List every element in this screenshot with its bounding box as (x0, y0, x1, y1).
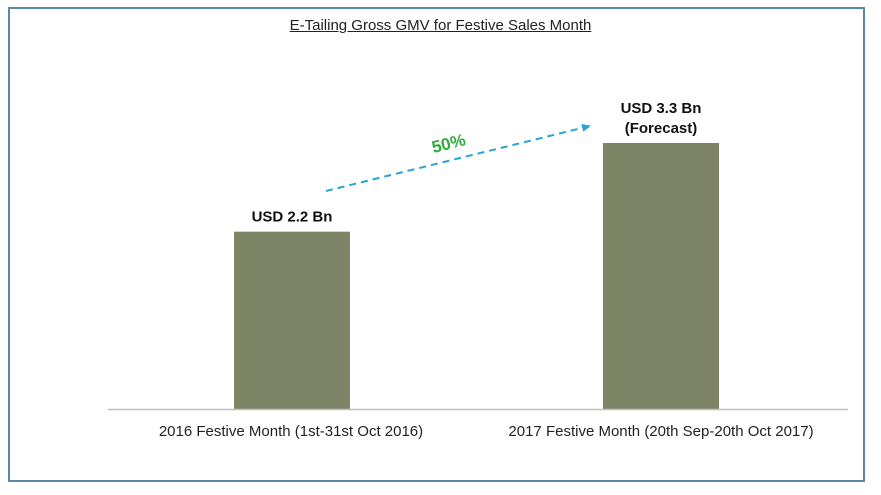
data-label: (Forecast) (625, 120, 698, 137)
growth-annotation: 50% (430, 130, 468, 157)
chart-frame (8, 7, 865, 482)
bar (234, 231, 350, 409)
growth-arrow (325, 124, 591, 192)
chart-title: E-Tailing Gross GMV for Festive Sales Mo… (289, 17, 592, 34)
x-tick-label: 2017 Festive Month (20th Sep-20th Oct 20… (508, 423, 813, 440)
data-label: USD 3.3 Bn (621, 100, 702, 117)
bar (603, 143, 719, 409)
x-tick-label: 2016 Festive Month (1st-31st Oct 2016) (159, 423, 423, 440)
data-label: USD 2.2 Bn (252, 209, 333, 226)
